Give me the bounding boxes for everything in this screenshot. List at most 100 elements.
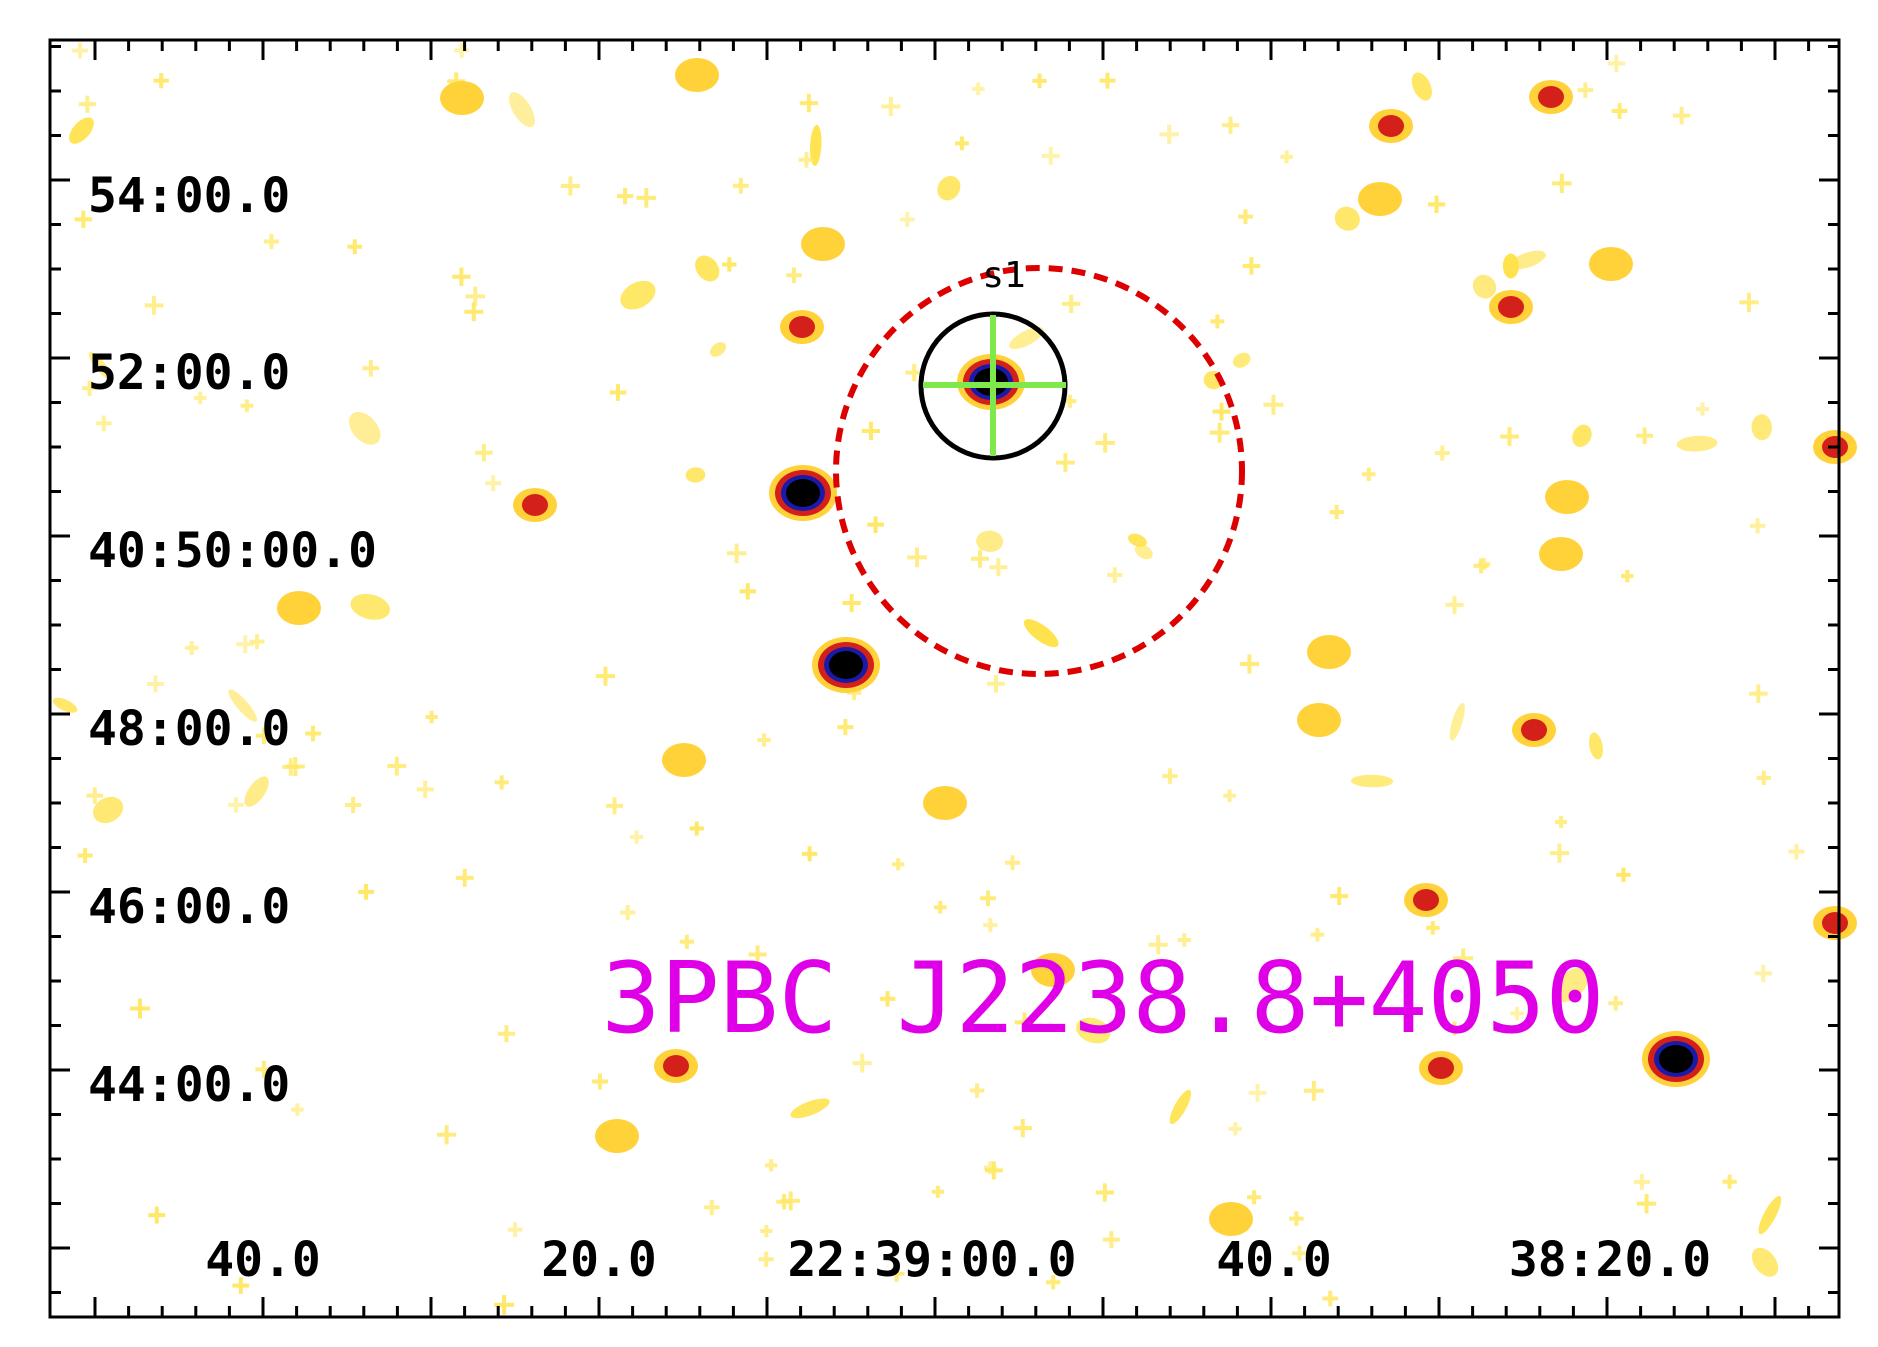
source-core	[1413, 889, 1439, 911]
noise-speck	[1322, 1290, 1339, 1307]
source-halo	[1031, 953, 1075, 987]
noise-speck	[465, 286, 485, 307]
noise-speck	[1041, 146, 1060, 165]
noise-speck	[148, 1206, 166, 1224]
noise-speck	[892, 858, 905, 871]
noise-speck	[193, 391, 207, 405]
noise-speck	[1009, 327, 1044, 350]
noise-speck	[1310, 927, 1325, 942]
source-halo	[662, 743, 706, 777]
noise-speck	[933, 900, 947, 914]
noise-speck	[1608, 995, 1624, 1011]
noise-speck	[1636, 1194, 1657, 1214]
y-tick-label: 52:00.0	[88, 345, 290, 401]
noise-speck	[291, 1103, 304, 1116]
noise-speck	[52, 697, 78, 713]
noise-speck	[888, 1265, 905, 1282]
source-peak	[1659, 1045, 1693, 1073]
noise-speck	[1228, 1122, 1243, 1136]
source-halo	[923, 786, 967, 820]
noise-speck	[764, 1159, 778, 1172]
noise-speck	[1162, 768, 1178, 784]
noise-speck	[130, 998, 150, 1019]
noise-speck	[86, 787, 104, 804]
noise-speck	[1751, 1247, 1779, 1277]
noise-speck	[1472, 274, 1497, 299]
noise-speck	[69, 117, 94, 144]
noise-speck	[907, 547, 927, 568]
noise-speck	[739, 583, 757, 600]
noise-speck	[425, 710, 438, 724]
noise-speck	[1032, 73, 1047, 89]
noise-speck	[1754, 964, 1772, 983]
noise-speck	[1177, 933, 1192, 947]
noise-speck	[184, 640, 199, 655]
source-core	[789, 316, 815, 338]
noise-speck	[1722, 1174, 1737, 1189]
noise-speck	[92, 796, 124, 824]
noise-speck	[970, 549, 990, 568]
noise-speck	[801, 846, 818, 862]
crosshair-marker	[923, 315, 1066, 456]
source-peak	[786, 479, 820, 507]
noise-speck	[455, 868, 474, 887]
noise-speck	[1577, 82, 1594, 98]
noise-speck	[285, 756, 305, 777]
noise-speck	[1553, 968, 1589, 1003]
noise-speck	[78, 95, 97, 113]
source-halo	[1545, 480, 1589, 514]
noise-speck	[1076, 1017, 1111, 1044]
noise-speck	[1242, 257, 1261, 275]
x-axis-labels: 40.0 20.0 22:39:00.0 40.0 38:20.0	[205, 1232, 1711, 1288]
noise-speck	[454, 43, 470, 58]
noise-speck	[931, 1185, 944, 1198]
noise-speck	[416, 780, 434, 798]
source-halo	[1209, 1202, 1253, 1236]
noise-speck	[1572, 424, 1592, 447]
noise-speck	[983, 1161, 997, 1175]
x-tick-label: 22:39:00.0	[788, 1232, 1077, 1288]
noise-speck	[842, 593, 861, 613]
noise-speck	[72, 42, 89, 59]
noise-speck	[95, 415, 112, 432]
noise-speck	[937, 175, 961, 201]
noise-speck	[232, 1277, 250, 1295]
noise-speck	[1633, 1173, 1650, 1191]
noise-speck	[497, 1025, 515, 1043]
noise-speck	[88, 352, 112, 380]
noise-speck	[1330, 887, 1349, 906]
noise-speck	[1611, 103, 1628, 119]
noise-speck	[798, 152, 815, 168]
noise-speck	[695, 255, 720, 282]
image-title: 3PBC J2238.8+4050	[601, 942, 1604, 1056]
noise-speck	[1023, 619, 1059, 648]
noise-speck	[899, 212, 915, 227]
noise-speck	[228, 797, 244, 813]
noise-speck	[748, 945, 767, 964]
y-tick-label: 44:00.0	[88, 1057, 290, 1113]
noise-speck	[616, 187, 634, 205]
noise-speck	[595, 666, 616, 686]
noise-speck	[77, 847, 93, 864]
noise-speck	[1749, 518, 1766, 534]
noise-speck	[989, 558, 1008, 577]
x-tick-label: 20.0	[541, 1232, 657, 1288]
source-halo	[440, 81, 484, 115]
noise-speck	[757, 733, 771, 747]
noise-speck	[591, 1073, 609, 1090]
source-halo	[675, 58, 719, 92]
noise-speck	[1445, 595, 1464, 614]
noise-speck	[1756, 770, 1771, 786]
source-peak	[829, 651, 863, 679]
noise-speck	[1102, 1231, 1120, 1249]
source-halo	[1539, 537, 1583, 571]
noise-speck	[1758, 1195, 1782, 1235]
noise-speck	[704, 1199, 720, 1216]
noise-speck	[1362, 467, 1376, 481]
noise-speck	[1005, 855, 1020, 871]
noise-speck	[983, 918, 998, 933]
noise-speck	[1425, 921, 1440, 935]
noise-speck	[1554, 815, 1568, 829]
noise-speck	[861, 421, 881, 441]
